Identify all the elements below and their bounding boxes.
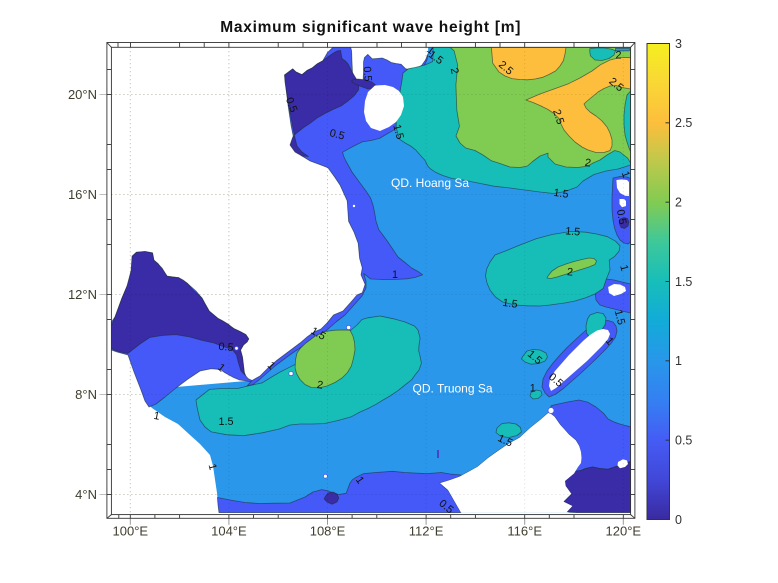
svg-text:0.5: 0.5 bbox=[614, 209, 628, 226]
svg-text:116°E: 116°E bbox=[507, 524, 542, 539]
svg-text:1.5: 1.5 bbox=[565, 225, 581, 238]
svg-text:1.5: 1.5 bbox=[218, 416, 233, 428]
svg-text:1.5: 1.5 bbox=[612, 309, 627, 327]
svg-text:108°E: 108°E bbox=[310, 524, 346, 539]
svg-text:100°E: 100°E bbox=[113, 524, 149, 539]
svg-text:2.5: 2.5 bbox=[550, 108, 566, 126]
svg-text:1.5: 1.5 bbox=[553, 187, 570, 201]
svg-text:12°N: 12°N bbox=[68, 287, 97, 302]
svg-text:20°N: 20°N bbox=[68, 87, 97, 102]
svg-text:1.5: 1.5 bbox=[675, 275, 692, 289]
svg-text:1: 1 bbox=[353, 475, 366, 487]
svg-text:8°N: 8°N bbox=[75, 387, 97, 402]
svg-text:4°N: 4°N bbox=[75, 487, 97, 502]
svg-text:0: 0 bbox=[675, 513, 682, 527]
svg-text:2: 2 bbox=[615, 49, 621, 61]
svg-text:2: 2 bbox=[448, 67, 461, 75]
svg-text:1.5: 1.5 bbox=[390, 123, 405, 141]
svg-text:0.5: 0.5 bbox=[361, 66, 374, 82]
svg-text:104°E: 104°E bbox=[211, 524, 247, 539]
svg-text:120°E: 120°E bbox=[606, 524, 642, 539]
svg-text:1.5: 1.5 bbox=[496, 432, 515, 449]
svg-text:112°E: 112°E bbox=[409, 524, 444, 539]
svg-text:0.5: 0.5 bbox=[218, 341, 234, 354]
svg-text:0.5: 0.5 bbox=[328, 127, 346, 142]
svg-text:1: 1 bbox=[206, 463, 219, 472]
svg-text:2.5: 2.5 bbox=[675, 116, 692, 130]
svg-text:Maximum significant wave heigh: Maximum significant wave height [m] bbox=[220, 19, 521, 36]
svg-text:2: 2 bbox=[584, 157, 592, 170]
svg-text:2: 2 bbox=[675, 195, 682, 209]
svg-text:1: 1 bbox=[675, 354, 682, 368]
svg-text:1: 1 bbox=[392, 269, 398, 281]
svg-text:1.5: 1.5 bbox=[502, 297, 519, 311]
svg-text:QD. Truong Sa: QD. Truong Sa bbox=[413, 381, 493, 395]
svg-text:3: 3 bbox=[675, 37, 682, 51]
svg-text:2: 2 bbox=[316, 379, 324, 392]
svg-text:1: 1 bbox=[619, 170, 632, 180]
svg-text:1: 1 bbox=[153, 410, 161, 423]
svg-text:0.5: 0.5 bbox=[675, 433, 692, 447]
svg-text:2: 2 bbox=[566, 266, 573, 278]
svg-text:QD. Hoang Sa: QD. Hoang Sa bbox=[391, 176, 469, 190]
svg-text:1: 1 bbox=[617, 264, 630, 273]
svg-text:16°N: 16°N bbox=[68, 187, 97, 202]
svg-text:1: 1 bbox=[425, 44, 437, 57]
svg-text:1: 1 bbox=[530, 382, 536, 394]
svg-text:0.5: 0.5 bbox=[283, 96, 299, 114]
